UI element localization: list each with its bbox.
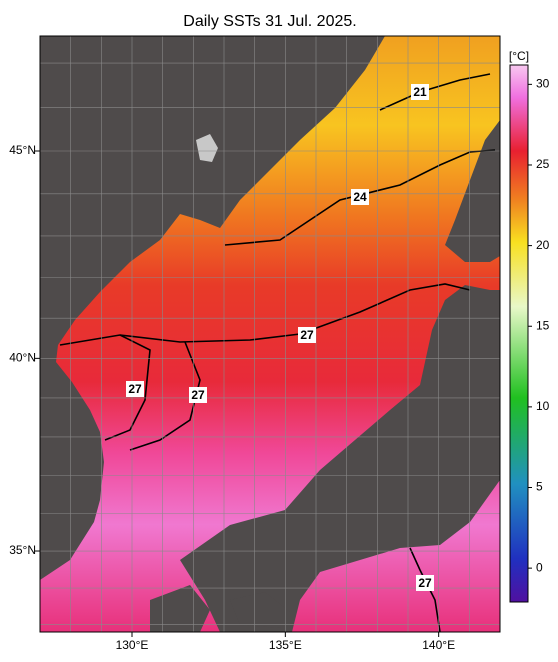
contour-line [379, 73, 491, 111]
map-area [40, 36, 500, 632]
colorbar-tick-label: 5 [536, 480, 543, 494]
lon-tick-label: 135°E [269, 638, 302, 652]
colorbar [509, 64, 529, 603]
land-continent [40, 36, 385, 580]
lat-tick-label: 40°N [9, 351, 36, 365]
contour-label-box [411, 84, 429, 100]
land-shikoku [230, 592, 290, 628]
lon-tick-label: 140°E [422, 638, 455, 652]
lon-tick-label: 130°E [116, 638, 149, 652]
colorbar-tick-label: 20 [536, 238, 550, 252]
colorbar-tick-label: 30 [536, 77, 550, 91]
contour-label: 27 [418, 576, 432, 590]
contour-label: 27 [300, 328, 314, 342]
contour-label: 27 [191, 388, 205, 402]
map-frame [39, 35, 501, 633]
grid [40, 36, 500, 632]
lat-tick-label: 35°N [9, 543, 36, 557]
contour-label-box [298, 327, 316, 343]
land-honshu [180, 285, 500, 632]
land-kyushu [150, 585, 210, 632]
contour-label-box [416, 575, 434, 591]
colorbar-tick-label: 25 [536, 157, 550, 171]
contour-label-box [351, 189, 369, 205]
contour-label-box [189, 387, 207, 403]
lat-tick-label: 45°N [9, 143, 36, 157]
contour-label: 21 [413, 85, 427, 99]
contour-labels: 21 24 27 27 27 27 [126, 84, 434, 591]
title: Daily SSTs 31 Jul. 2025. [183, 13, 356, 30]
colorbar-tick-label: 10 [536, 399, 550, 413]
contour-line [104, 334, 151, 441]
lake [196, 134, 218, 162]
colorbar-unit: [°C] [509, 49, 529, 63]
contour-label: 27 [128, 382, 142, 396]
land-hokkaido [445, 120, 500, 262]
colorbar-tick-label: 15 [536, 318, 550, 332]
contour-label: 24 [353, 190, 367, 204]
contour-label-box [126, 381, 144, 397]
colorbar-tick-label: 0 [536, 560, 543, 574]
contour-line [129, 341, 201, 451]
contour-line [224, 149, 496, 246]
